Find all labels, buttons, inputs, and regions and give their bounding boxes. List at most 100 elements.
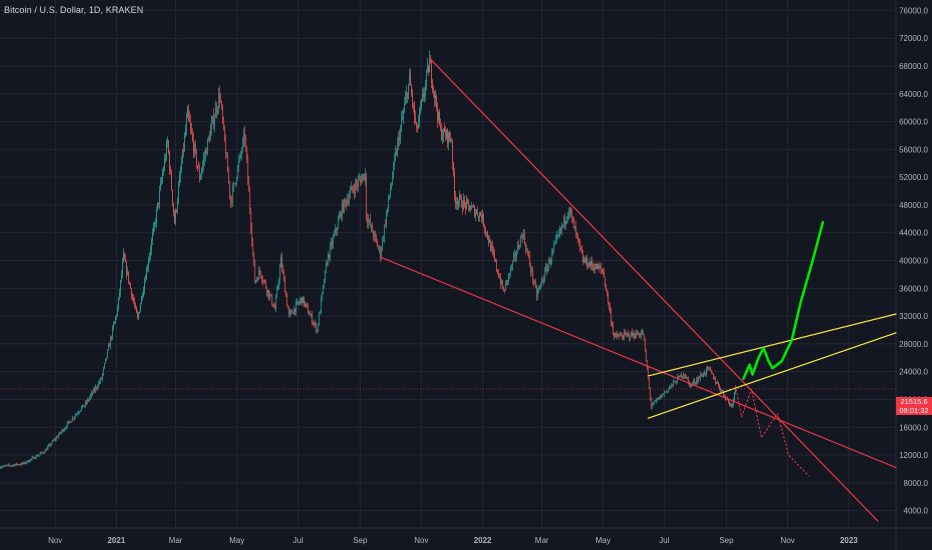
candle-body bbox=[63, 429, 65, 432]
candle-body bbox=[155, 223, 156, 224]
candle-body bbox=[307, 306, 309, 314]
candle-body bbox=[598, 265, 600, 268]
candle-body bbox=[234, 183, 236, 184]
price-tick-label: 40000.0 bbox=[899, 257, 928, 266]
candle-body bbox=[508, 274, 510, 282]
candle-body bbox=[516, 253, 518, 257]
candle-body bbox=[320, 298, 322, 312]
candle-body bbox=[595, 263, 597, 269]
candle-body bbox=[710, 368, 711, 371]
candle-body bbox=[173, 203, 174, 213]
candle-body bbox=[47, 445, 49, 448]
candle-body bbox=[70, 421, 72, 423]
candle-body bbox=[481, 215, 482, 220]
candle-body bbox=[80, 407, 82, 411]
candle-body bbox=[297, 301, 299, 304]
candle-body bbox=[451, 141, 452, 142]
candle-body bbox=[657, 397, 659, 400]
candle-body bbox=[618, 335, 620, 337]
time-tick-label: Nov bbox=[414, 536, 428, 545]
candle-body bbox=[452, 141, 453, 163]
candle-body bbox=[567, 215, 569, 220]
candle-body bbox=[653, 401, 655, 403]
candle-body bbox=[616, 334, 618, 337]
candle-body bbox=[210, 129, 212, 141]
candle-body bbox=[96, 387, 98, 389]
candle-body bbox=[65, 427, 67, 429]
channel-upper-line bbox=[647, 313, 897, 377]
candle-body bbox=[22, 462, 24, 464]
candle-body bbox=[56, 437, 58, 439]
candle-body bbox=[475, 212, 476, 217]
candle-body bbox=[483, 214, 484, 227]
candle-body bbox=[432, 82, 433, 90]
candle-body bbox=[620, 334, 622, 336]
candle-body bbox=[257, 278, 259, 280]
candle-body bbox=[52, 440, 54, 442]
candle-body bbox=[406, 93, 407, 98]
candle-body bbox=[671, 384, 673, 385]
candle-body bbox=[328, 254, 330, 258]
candle-body bbox=[20, 464, 22, 466]
candle-body bbox=[59, 432, 61, 434]
candle-body bbox=[280, 257, 282, 268]
candle-body bbox=[663, 392, 665, 395]
candle-body bbox=[77, 412, 79, 414]
candle-body bbox=[530, 264, 532, 272]
candle-body bbox=[304, 303, 306, 306]
time-tick-label: Mar bbox=[169, 536, 183, 545]
candle-body bbox=[218, 93, 220, 109]
candle-body bbox=[513, 256, 515, 262]
candle-body bbox=[431, 62, 432, 83]
candle-body bbox=[534, 282, 536, 283]
candle-body bbox=[404, 104, 405, 112]
candle-body bbox=[267, 289, 269, 294]
candle-body bbox=[668, 387, 670, 389]
candle-body bbox=[440, 124, 441, 128]
candle-body bbox=[314, 323, 316, 325]
candle-body bbox=[555, 238, 557, 243]
channel-lower-line bbox=[647, 332, 897, 419]
candle-body bbox=[113, 324, 114, 328]
candle-body bbox=[709, 367, 710, 369]
candle-body bbox=[165, 158, 166, 160]
candle-body bbox=[242, 140, 244, 151]
candle-body bbox=[621, 335, 623, 338]
candle-body bbox=[491, 245, 492, 251]
candle-body bbox=[557, 234, 559, 237]
candle-body bbox=[132, 296, 133, 298]
candle-body bbox=[189, 116, 190, 123]
candle-body bbox=[638, 334, 640, 337]
candle-body bbox=[295, 302, 297, 313]
candle-body bbox=[315, 323, 317, 332]
candle-body bbox=[649, 387, 651, 399]
candle-body bbox=[369, 219, 371, 227]
candle-body bbox=[515, 253, 517, 257]
candle-body bbox=[641, 331, 643, 334]
candle-body bbox=[696, 379, 698, 382]
candle-body bbox=[64, 427, 66, 430]
candle-body bbox=[580, 246, 582, 250]
candle-body bbox=[504, 290, 506, 292]
candle-body bbox=[84, 402, 86, 406]
candle-body bbox=[188, 107, 189, 117]
candle-body bbox=[5, 465, 7, 467]
candle-body bbox=[185, 130, 186, 137]
candle-body bbox=[325, 264, 327, 271]
candle-body bbox=[728, 399, 729, 402]
candle-body bbox=[670, 384, 672, 386]
candle-body bbox=[327, 254, 329, 265]
candle-body bbox=[287, 305, 289, 309]
candle-body bbox=[7, 464, 9, 466]
candle-body bbox=[410, 73, 411, 86]
candle-body bbox=[153, 226, 154, 234]
candle-body bbox=[550, 260, 552, 264]
candle-body bbox=[212, 116, 214, 123]
candle-body bbox=[699, 374, 701, 379]
candle-body bbox=[239, 154, 241, 161]
candle-body bbox=[171, 171, 172, 190]
candle-body bbox=[291, 310, 293, 314]
candle-body bbox=[594, 268, 596, 271]
candle-body bbox=[312, 323, 314, 324]
